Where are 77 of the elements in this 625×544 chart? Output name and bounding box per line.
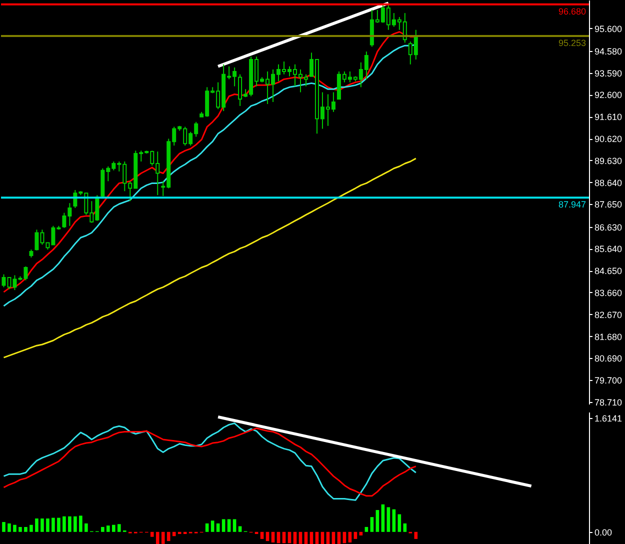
bar [46,518,50,532]
y-tick-label: 93.590 [594,68,622,78]
y-tick-label: 91.610 [594,112,622,122]
bar [376,510,380,532]
bar [18,526,22,532]
bar [68,516,72,532]
y-tick-label: 85.640 [594,244,622,254]
y-tick-label: 90.620 [594,134,622,144]
bar [304,532,308,544]
bar [370,517,374,532]
bar [112,524,116,532]
bar [166,532,170,542]
bar [205,523,209,532]
y-tick-label: 87.650 [594,200,622,210]
bar [222,519,226,532]
bar [348,532,352,542]
bar [298,532,302,544]
bar [161,532,165,544]
bar [172,532,176,536]
y-tick-label: 94.580 [594,46,622,56]
bar [57,518,60,532]
y-tick-label: 79.700 [594,376,622,386]
bar [386,507,390,532]
bar [13,524,16,532]
bar [414,532,418,539]
bar [30,524,33,532]
bar [293,532,297,544]
bar [35,518,38,532]
bar [381,504,385,532]
y-tick-label: 82.670 [594,310,622,320]
bar [101,526,104,532]
ref-line-label: 95.253 [558,38,586,48]
bar [232,519,236,532]
y-tick-label: 78.710 [594,398,622,408]
y-tick-label: 89.630 [594,156,622,166]
bar [8,523,11,532]
y-tick-label: 95.600 [594,24,622,34]
bar [227,519,231,532]
ref-line-label: 87.947 [558,200,586,210]
bar [84,523,88,532]
bar [52,518,55,532]
y-tick-label: 84.650 [594,266,622,276]
line-series [3,158,417,358]
y-tick-label: 80.690 [594,354,622,364]
bar [315,532,319,544]
bar [310,532,314,544]
bar [150,532,154,537]
bar [326,532,330,544]
bar [24,526,28,532]
bar [354,532,358,539]
bar [337,532,341,544]
bar [216,523,220,532]
y-tick-label: 86.630 [594,222,622,232]
bar [118,524,121,532]
bar [79,516,82,532]
bar [156,532,160,544]
bar [62,516,66,532]
bar [210,520,214,532]
bar [2,522,6,532]
bar [320,532,324,544]
bar [332,532,336,544]
bar [260,532,264,539]
bar [74,516,77,532]
bar [392,509,396,532]
bar [403,523,407,532]
bar [364,526,368,532]
ref-line-label: 96.680 [558,6,586,16]
y-tick-label: 88.640 [594,178,622,188]
y-tick-label: 1.6141 [594,414,622,424]
y-tick-label: 0.00 [594,527,612,538]
bar [106,526,110,532]
y-tick-label: 81.680 [594,332,622,342]
y-tick-label: 83.660 [594,288,622,298]
bar [40,518,44,532]
bar [398,514,402,532]
y-tick-label: 92.600 [594,90,622,100]
bar [271,532,275,542]
